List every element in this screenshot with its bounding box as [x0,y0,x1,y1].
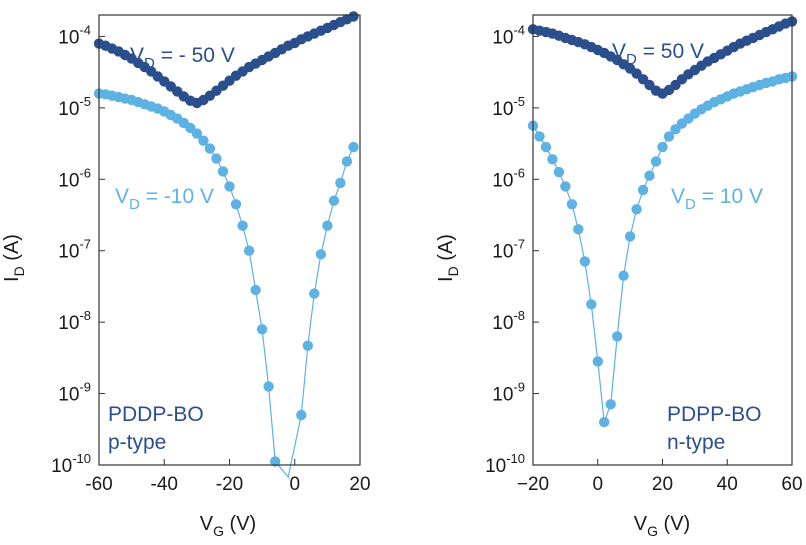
left-series-low-vd-point [237,220,248,231]
right-x-axis-title: VG (V) [634,513,690,539]
left-series-low-vd-point [198,135,209,146]
left-x-tick-label: -40 [151,474,178,495]
left-plot-frame [98,14,361,466]
left-series-high-vd-point [348,11,359,22]
left-series-low-vd-point [224,181,235,192]
right-x-tick-label: 0 [592,474,603,495]
left-series-low-vd-point [328,195,340,206]
right-series-low-vd-point [650,156,662,167]
left-material-label: PDDP-BO [108,403,204,426]
left-y-tick-label: 10-9 [58,380,91,406]
left-panel-pddp-bo: -60 -40 -20 0 20 10-10 10-9 10-8 10-7 10-6 10-5 10-… [1,11,371,539]
left-series-low-vd-point [263,381,274,392]
right-material-label: PDPP-BO [667,403,762,426]
right-series-low-vd-point [663,131,675,142]
left-series-low-vd-point [270,456,281,467]
right-series-low-vd-point [547,154,558,165]
left-series-label-vd-10: VD = -10 V [115,185,214,213]
left-series-low-vd-point [217,166,229,177]
left-x-tick-label: 0 [289,474,300,495]
left-series-low-vd-point [204,143,216,154]
left-series-low-vd-point [243,245,255,256]
right-y-axis-title: ID (A) [435,234,461,282]
right-series-label-vd-50: VD = 50 V [612,40,704,68]
right-polarity-label: n-type [667,431,725,454]
left-series-low-vd-point [302,340,313,351]
right-y-tick-label: 10-5 [492,94,525,120]
left-polarity-label: p-type [108,431,166,454]
right-y-tick-label: 10-9 [492,380,525,406]
right-x-tick-label: 60 [781,474,802,495]
right-series-low-vd-line [532,75,793,423]
right-y-tick-label: 10-6 [492,165,525,191]
left-series-label-vd-50: VD = - 50 V [130,44,235,72]
right-series-low-vd-point [624,231,636,242]
left-y-tick-label: 10-4 [58,22,91,48]
left-series-low-vd-point [322,220,333,231]
left-series-low-vd-point [309,288,320,299]
left-series-low-vd-point [335,177,346,189]
right-x-tick-label: 40 [717,474,738,495]
right-series-low-vd-point [560,181,571,192]
left-y-tick-label: 10-10 [51,451,91,477]
left-series-low-vd-point [296,409,307,421]
right-series-label-vd-10: VD = 10 V [671,185,763,213]
right-series-low-vd-point [592,356,603,367]
left-y-axis-title: ID (A) [1,234,27,282]
right-series-low-vd-point [644,170,655,181]
left-series-low-vd-point [348,141,359,153]
right-series-low-vd-point [657,141,668,153]
right-x-tick-label: −20 [517,474,549,495]
right-series-low-vd-point [566,199,578,210]
left-curves [93,11,359,479]
right-series-low-vd-point [637,184,649,196]
left-series-low-vd-point [230,199,242,210]
right-y-tick-label: 10-8 [492,308,525,334]
right-series-low-vd-point [579,256,590,267]
right-y-tick-label: 10-4 [492,22,525,48]
right-y-tick-label: 10-7 [492,237,525,263]
right-series-low-vd-point [534,131,545,142]
left-series-low-vd-point [191,128,203,139]
right-plot-frame [532,14,793,466]
right-panel-pdpp-bo: −20 0 20 40 6010-1010-910-810-710-610-510-4 … [435,14,803,539]
right-y-tick-label: 10-10 [485,451,525,477]
left-series-low-vd-point [315,249,327,260]
right-series-low-vd-point [540,141,552,153]
left-series-low-vd-point [256,324,268,335]
left-x-tick-label: 20 [349,474,370,495]
left-series-low-vd-point [211,153,222,164]
left-series-low-vd-point [341,156,353,167]
right-series-low-vd-point [573,224,584,235]
right-series-low-vd-point [586,299,597,310]
right-series-low-vd-point [599,416,610,428]
right-series-low-vd-point [631,204,642,215]
left-axis-ticks: -60 -40 -20 0 20 10-10 10-9 10-8 10-7 10-6 10-5 10-… [51,22,371,495]
left-x-tick-label: -20 [216,474,243,495]
left-y-tick-label: 10-7 [58,237,91,263]
left-x-axis-title: VG (V) [200,513,256,539]
right-series-low-vd-point [618,270,629,281]
right-series-low-vd-point [553,166,565,178]
right-x-tick-label: 20 [652,474,673,495]
left-y-tick-label: 10-5 [58,94,91,120]
left-x-tick-label: -60 [85,474,112,495]
left-series-low-vd-point [250,284,261,296]
right-series-low-vd-point [612,331,623,342]
right-series-low-vd-point [605,399,616,410]
left-y-tick-label: 10-8 [58,308,91,334]
left-y-tick-label: 10-6 [58,165,91,191]
right-curves [527,16,798,428]
